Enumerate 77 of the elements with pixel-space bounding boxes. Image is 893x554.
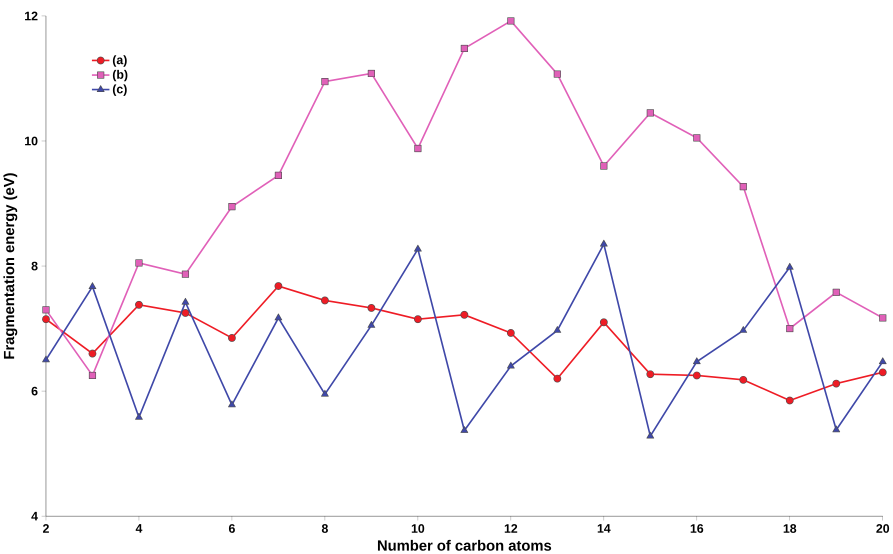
point: [692, 371, 701, 380]
point: [554, 70, 561, 78]
point: [600, 240, 608, 246]
point: [228, 202, 236, 210]
point: [368, 70, 375, 77]
point: [646, 432, 654, 438]
point: [135, 259, 143, 266]
point: [321, 296, 329, 304]
point: [553, 326, 562, 333]
point: [367, 304, 376, 312]
legend-label: (a): [112, 55, 127, 67]
y-tick-label: 6: [32, 386, 38, 396]
point: [182, 298, 190, 305]
y-tick-label: 10: [25, 136, 38, 146]
point: [786, 324, 794, 332]
x-tick-label: 12: [504, 524, 518, 533]
x-tick-label: 2: [42, 524, 49, 533]
y-tick-label: 12: [25, 12, 38, 20]
point: [274, 282, 282, 290]
point: [88, 282, 96, 289]
point: [228, 400, 236, 408]
point: [460, 44, 468, 52]
point: [600, 162, 608, 170]
point: [693, 134, 700, 142]
point: [506, 362, 515, 368]
point: [646, 370, 654, 378]
x-tick-label: 20: [876, 524, 890, 533]
point: [414, 244, 422, 252]
point: [88, 350, 96, 358]
y-tick-label: 8: [32, 262, 38, 270]
point: [878, 357, 887, 364]
x-tick-label: 4: [136, 524, 142, 533]
point: [553, 374, 562, 382]
point: [182, 270, 190, 278]
point: [321, 78, 328, 86]
legend-label: (b): [112, 70, 128, 82]
point: [414, 144, 422, 152]
x-tick-label: 8: [322, 524, 328, 533]
point: [646, 109, 654, 116]
point: [740, 182, 747, 190]
point: [228, 334, 236, 342]
point: [135, 412, 143, 420]
x-tick-label: 14: [598, 524, 611, 533]
point: [460, 426, 468, 433]
x-axis-title: Number of carbon atoms: [378, 540, 552, 551]
x-tick-label: 16: [690, 524, 704, 533]
y-axis-title: Fragmentation energy (eV): [3, 173, 18, 359]
point: [832, 425, 840, 432]
point: [739, 326, 748, 333]
point: [274, 172, 282, 179]
x-tick-label: 18: [784, 524, 796, 533]
point: [832, 380, 840, 388]
point: [878, 368, 887, 376]
point: [879, 314, 886, 322]
point: [739, 376, 748, 384]
legend-label: (c): [112, 84, 127, 96]
point: [182, 308, 190, 317]
point: [506, 328, 515, 337]
point: [42, 306, 50, 314]
point: [692, 357, 701, 364]
point: [786, 262, 794, 270]
point: [600, 318, 608, 326]
y-tick-label: 4: [31, 512, 38, 520]
point: [460, 310, 468, 319]
point: [321, 390, 329, 397]
point: [786, 396, 794, 404]
point: [88, 372, 96, 379]
point: [414, 315, 422, 324]
point: [42, 315, 50, 324]
point: [274, 313, 282, 320]
x-tick-label: 6: [228, 524, 235, 533]
x-tick-label: 10: [412, 524, 424, 533]
point: [42, 355, 50, 362]
point: [832, 288, 840, 296]
point: [507, 17, 514, 24]
point: [368, 320, 376, 328]
point: [135, 300, 143, 309]
